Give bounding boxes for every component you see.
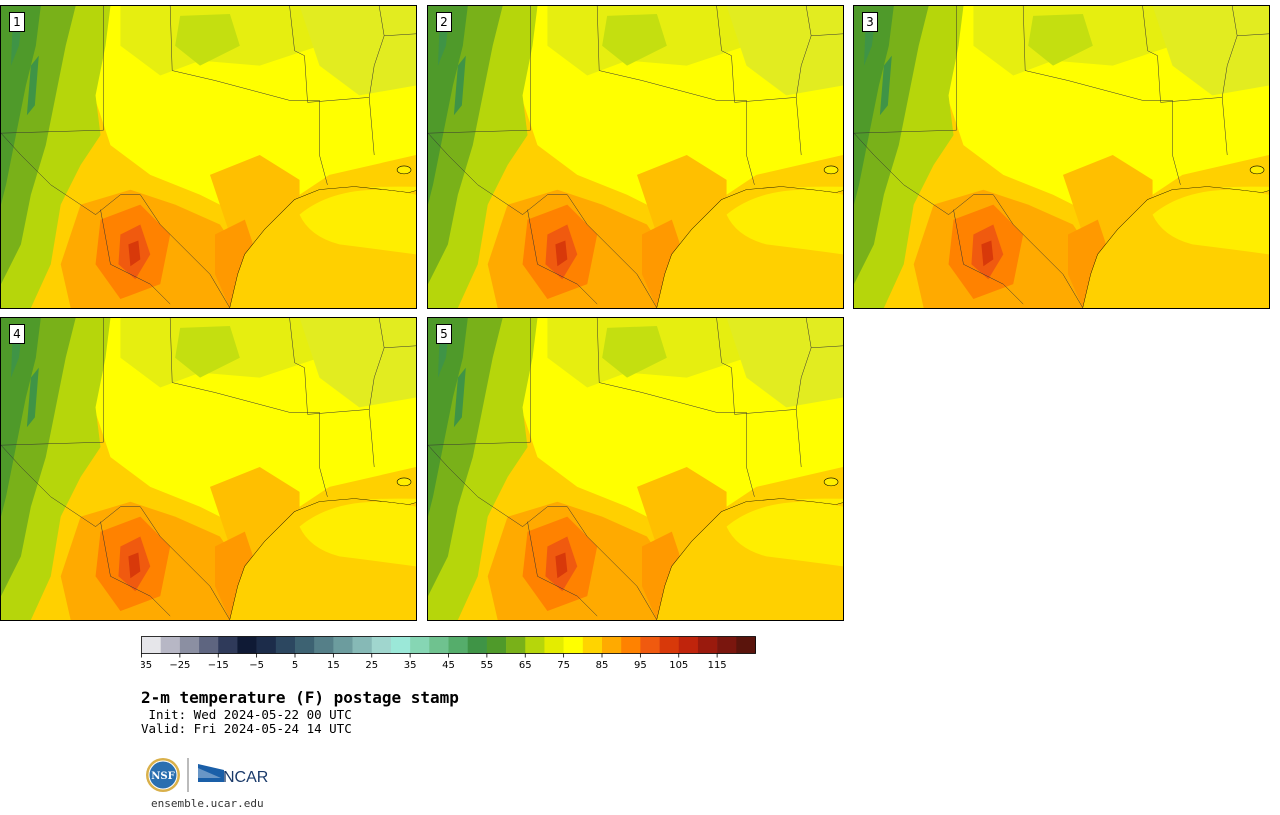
colorbar-swatch bbox=[486, 636, 507, 654]
colorbar-swatch bbox=[141, 636, 161, 654]
temperature-map bbox=[428, 6, 843, 308]
map-panel-3: 3 bbox=[853, 5, 1270, 309]
colorbar-tick-label: 25 bbox=[365, 660, 378, 671]
map-panel-1: 1 bbox=[0, 5, 417, 309]
colorbar-swatch bbox=[314, 636, 334, 654]
colorbar-swatch bbox=[678, 636, 699, 654]
map-panel-5: 5 bbox=[427, 317, 844, 621]
colorbar-tick-label: 35 bbox=[404, 660, 417, 671]
colorbar-swatch bbox=[237, 636, 257, 654]
colorbar-swatch bbox=[582, 636, 603, 654]
member-label: 4 bbox=[9, 324, 25, 344]
colorbar-swatch bbox=[525, 636, 545, 654]
colorbar-swatch bbox=[333, 636, 353, 654]
colorbar-tick-label: 105 bbox=[669, 660, 688, 671]
colorbar-tick-label: −15 bbox=[208, 660, 229, 671]
colorbar-swatch bbox=[640, 636, 660, 654]
chart-title: 2-m temperature (F) postage stamp bbox=[141, 688, 459, 707]
colorbar-tick-label: 115 bbox=[708, 660, 727, 671]
member-label: 1 bbox=[9, 12, 25, 32]
colorbar-swatch bbox=[199, 636, 219, 654]
colorbar-tick-label: 75 bbox=[557, 660, 570, 671]
colorbar-swatch bbox=[160, 636, 181, 654]
member-label: 5 bbox=[436, 324, 452, 344]
temperature-map bbox=[1, 6, 416, 308]
temperature-map bbox=[854, 6, 1269, 308]
colorbar-swatch bbox=[736, 636, 756, 654]
colorbar-swatch bbox=[390, 636, 411, 654]
colorbar-swatch bbox=[179, 636, 200, 654]
colorbar-tick-label: −5 bbox=[249, 660, 264, 671]
colorbar-swatch bbox=[371, 636, 392, 654]
colorbar-tick-label: −25 bbox=[169, 660, 190, 671]
nsf-logo-icon: NSF bbox=[146, 758, 180, 792]
init-time: Init: Wed 2024-05-22 00 UTC bbox=[141, 707, 352, 722]
nsf-ncar-logos: NSF NCAR bbox=[146, 758, 268, 792]
colorbar-swatch bbox=[544, 636, 564, 654]
member-label: 2 bbox=[436, 12, 452, 32]
temperature-map bbox=[428, 318, 843, 620]
colorbar-tick-label: 15 bbox=[327, 660, 340, 671]
map-panel-2: 2 bbox=[427, 5, 844, 309]
colorbar-swatch bbox=[506, 636, 526, 654]
map-panel-4: 4 bbox=[0, 317, 417, 621]
colorbar-swatch bbox=[352, 636, 373, 654]
site-url: ensemble.ucar.edu bbox=[151, 797, 264, 810]
temperature-map bbox=[1, 318, 416, 620]
colorbar-tick-label: 55 bbox=[481, 660, 494, 671]
colorbar-swatch bbox=[697, 636, 718, 654]
colorbar-tick-label: 85 bbox=[596, 660, 609, 671]
colorbar-swatch bbox=[275, 636, 296, 654]
member-label: 3 bbox=[862, 12, 878, 32]
colorbar-swatch bbox=[218, 636, 238, 654]
colorbar-tick-label: −35 bbox=[141, 660, 152, 671]
colorbar-swatch bbox=[429, 636, 449, 654]
colorbar-tick-label: 5 bbox=[292, 660, 298, 671]
colorbar-swatch bbox=[602, 636, 622, 654]
colorbar-swatch bbox=[410, 636, 430, 654]
nsf-logo-text: NSF bbox=[151, 771, 174, 782]
colorbar-tick-label: 45 bbox=[442, 660, 455, 671]
ncar-logo-icon: NCAR bbox=[198, 764, 268, 786]
temperature-colorbar: −35 −25 −15 −5 5 15 25 35 45 55 65 75 85 95 105 115 bbox=[141, 636, 756, 671]
colorbar-swatch bbox=[563, 636, 584, 654]
ncar-logo-text: NCAR bbox=[223, 769, 268, 786]
colorbar-swatch bbox=[621, 636, 641, 654]
colorbar-tick-label: 95 bbox=[634, 660, 647, 671]
colorbar-tick-label: 65 bbox=[519, 660, 532, 671]
colorbar-swatch bbox=[717, 636, 737, 654]
colorbar-swatch bbox=[256, 636, 277, 654]
colorbar-swatch bbox=[659, 636, 680, 654]
valid-time: Valid: Fri 2024-05-24 14 UTC bbox=[141, 721, 352, 736]
colorbar-swatch bbox=[295, 636, 315, 654]
colorbar-swatch bbox=[467, 636, 488, 654]
colorbar-swatch bbox=[448, 636, 468, 654]
